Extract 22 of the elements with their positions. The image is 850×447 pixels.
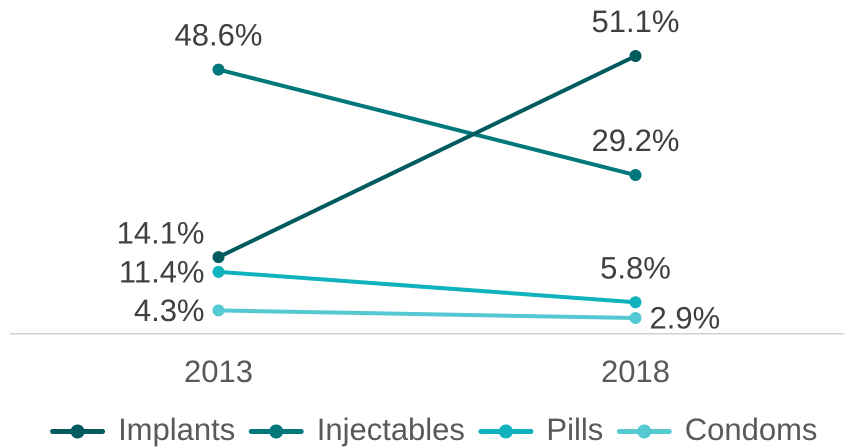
data-label: 48.6% [174, 18, 262, 53]
legend-label: Injectables [316, 412, 465, 447]
point [630, 50, 642, 62]
point [630, 169, 642, 182]
point [630, 312, 642, 324]
data-label: 51.1% [592, 4, 680, 39]
legend-label: Condoms [684, 412, 818, 447]
data-label: 2.9% [650, 300, 720, 336]
data-label: 14.1% [116, 216, 205, 251]
x-tick-label: 2018 [601, 354, 670, 389]
legend-label: Implants [118, 412, 236, 447]
data-label: 11.4% [118, 254, 205, 290]
data-label: 4.3% [134, 292, 205, 328]
point [212, 251, 224, 264]
point [212, 304, 224, 316]
x-tick-label: 2013 [184, 354, 253, 389]
data-label: 5.8% [600, 250, 671, 286]
data-label: 29.2% [592, 123, 680, 158]
point [212, 266, 224, 278]
point [212, 64, 224, 76]
point [630, 296, 642, 308]
legend-label: Pills [546, 412, 604, 447]
